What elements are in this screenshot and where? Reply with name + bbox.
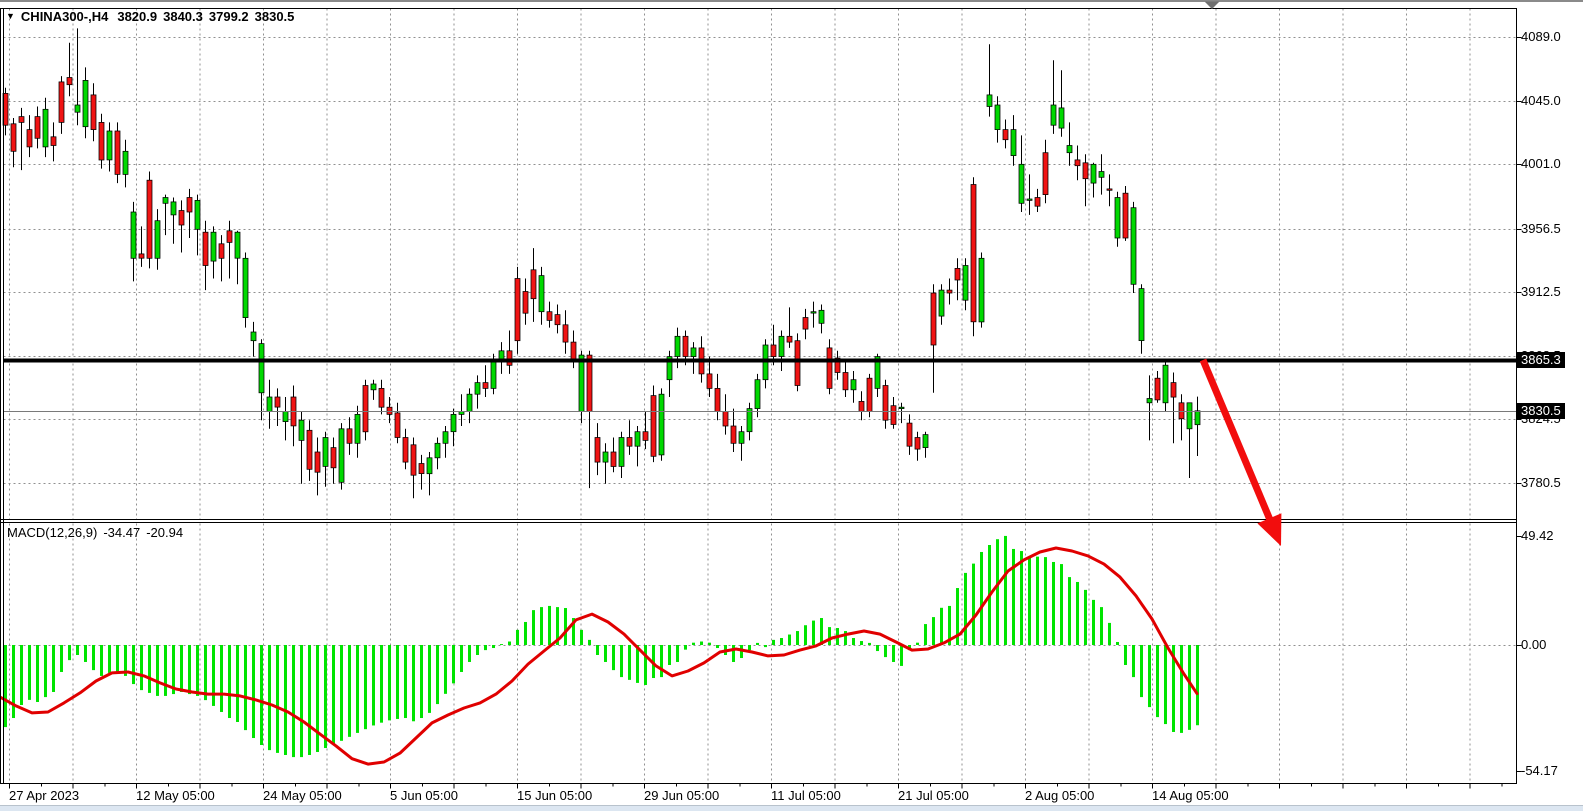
- price-axis-label: 4045.0: [1521, 93, 1561, 108]
- macd-axis-label: 49.42: [1521, 528, 1554, 543]
- price-axis-label: 3780.5: [1521, 475, 1561, 490]
- macd-indicator-label: MACD(12,26,9) -34.47 -20.94: [7, 525, 189, 540]
- price-axis-label: 4089.0: [1521, 29, 1561, 44]
- ohlc-open: 3820.9: [117, 9, 158, 24]
- macd-axis-label: -54.17: [1521, 763, 1558, 778]
- time-axis-label: 27 Apr 2023: [9, 788, 80, 803]
- window-top-edge: [0, 0, 1583, 2]
- symbol-timeframe-label: CHINA300-,H4: [20, 9, 109, 24]
- time-axis-label: 21 Jul 05:00: [898, 788, 969, 803]
- macd-main-value: -34.47: [103, 525, 141, 540]
- price-axis-label: 3956.5: [1521, 221, 1561, 236]
- time-axis-label: 24 May 05:00: [263, 788, 342, 803]
- price-badge: 3865.3: [1517, 352, 1565, 368]
- time-axis-label: 11 Jul 05:00: [771, 788, 841, 803]
- macd-axis-label: 0.00: [1521, 637, 1547, 652]
- time-axis-label: 29 Jun 05:00: [644, 788, 720, 803]
- shift-marker-icon: [1204, 1, 1220, 9]
- time-axis-label: 5 Jun 05:00: [390, 788, 458, 803]
- chart-title: ▼ CHINA300-,H4 3820.9 3840.3 3799.2 3830.5: [6, 9, 294, 25]
- macd-name: MACD(12,26,9): [7, 525, 98, 540]
- macd-signal-value: -20.94: [146, 525, 184, 540]
- ohlc-low: 3799.2: [208, 9, 249, 24]
- time-axis-label: 12 May 05:00: [136, 788, 215, 803]
- symbol-dropdown-icon: ▼: [6, 11, 15, 21]
- time-axis-label: 15 Jun 05:00: [517, 788, 593, 803]
- price-badge: 3830.5: [1517, 403, 1565, 419]
- time-axis-label: 14 Aug 05:00: [1152, 788, 1229, 803]
- price-axis-label: 3912.5: [1521, 284, 1561, 299]
- ohlc-close: 3830.5: [254, 9, 295, 24]
- time-axis-label: 2 Aug 05:00: [1025, 788, 1095, 803]
- window-bottom-edge: [0, 806, 1583, 811]
- ohlc-high: 3840.3: [163, 9, 203, 24]
- price-axis-label: 4001.0: [1521, 156, 1561, 171]
